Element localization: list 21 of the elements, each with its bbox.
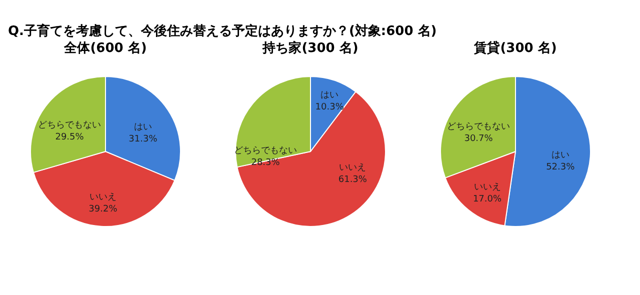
slice-label: はい bbox=[134, 122, 152, 133]
data-label: 17.0% bbox=[472, 194, 502, 205]
slice-label: いいえ bbox=[474, 182, 501, 193]
data-label: 29.5% bbox=[55, 132, 84, 142]
data-label: 30.7% bbox=[464, 134, 494, 144]
chart-title: 賃貸(300 名) bbox=[473, 40, 557, 56]
data-label: 52.3% bbox=[546, 162, 576, 173]
data-label: 31.3% bbox=[128, 134, 158, 145]
slice-label: はい bbox=[320, 90, 339, 101]
data-label: 28.3% bbox=[251, 158, 280, 168]
chart-title: 持ち家(300 名) bbox=[262, 40, 358, 56]
slice-label: いいえ bbox=[339, 163, 366, 174]
data-label: 39.2% bbox=[88, 204, 118, 214]
data-label: 61.3% bbox=[338, 175, 368, 186]
slice-label: どちらでもない bbox=[38, 120, 102, 130]
data-label: 10.3% bbox=[315, 102, 344, 113]
slice-label: いいえ bbox=[89, 192, 116, 202]
slice-label: どちらでもない bbox=[447, 122, 510, 132]
chart-title: 全体(600 名) bbox=[63, 41, 147, 56]
text: Q.子育てを考慮して、今後住み替える予定はありますか？(対象:600 名) bbox=[8, 23, 437, 39]
slice-label: はい bbox=[551, 150, 570, 161]
